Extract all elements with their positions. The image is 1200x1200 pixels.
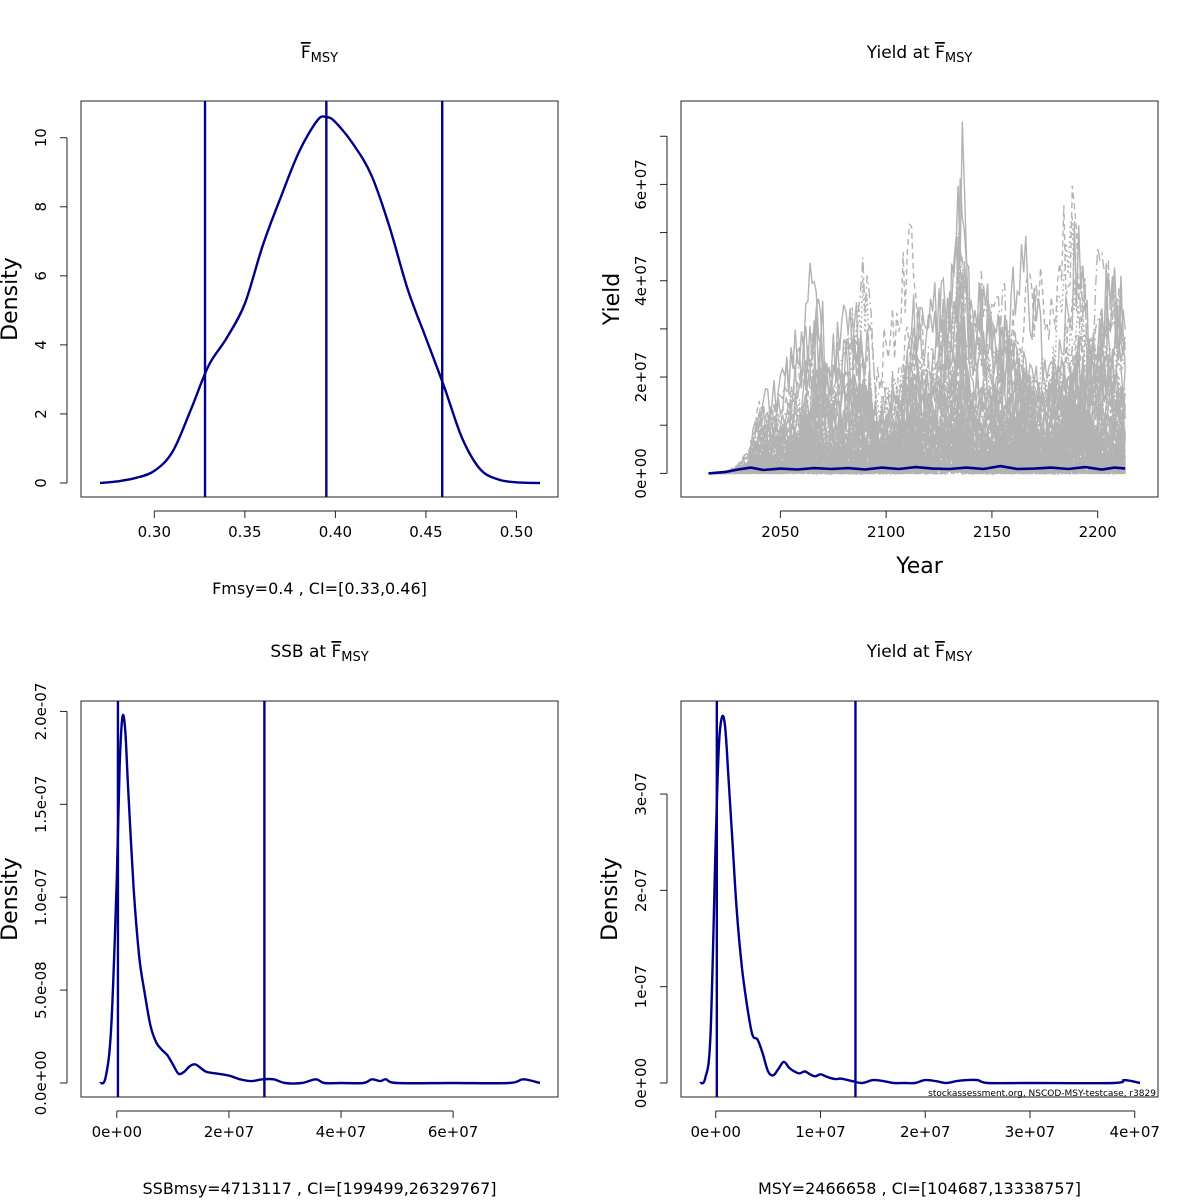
y-tick-label: 0 (32, 478, 50, 488)
x-tick-label: 0e+00 (690, 1123, 740, 1141)
median-line (708, 464, 1126, 475)
title-prefix: SSB at (270, 642, 331, 662)
simulation-line (708, 215, 1126, 475)
y-tick-label: 4e+07 (632, 256, 650, 306)
y-axis: 0 2 4 6 8 10 (32, 128, 68, 488)
y-tick-label: 0.0e+00 (32, 1051, 50, 1116)
y-axis-label: Density (598, 857, 623, 941)
panel-subtitle: MSY=2466658 , CI=[104687,13338757] (758, 1179, 1081, 1198)
y-tick-label: 5.0e-08 (32, 961, 50, 1019)
y-axis-label: Density (0, 257, 23, 341)
y-axis-label: Density (0, 857, 23, 941)
panel-title: FMSY (301, 43, 338, 66)
x-tick-label: 4e+07 (316, 1123, 366, 1141)
simulation-line (708, 280, 1126, 475)
x-axis-label: Year (895, 554, 944, 579)
x-tick-label: 2150 (973, 523, 1011, 541)
y-tick-label: 4 (32, 340, 50, 350)
x-tick-label: 2200 (1079, 523, 1117, 541)
plot-frame (80, 100, 559, 498)
x-tick-label: 0.50 (500, 523, 533, 541)
y-tick-label: 2e+07 (632, 352, 650, 402)
panel-yield-timeseries: Yield at FMSY Yield Year 2050 2100 2150 220… (600, 43, 1159, 579)
title-symbol: F (935, 43, 945, 63)
title-subscript: MSY (945, 650, 972, 665)
y-axis: 0e+00 2e+07 4e+07 6e+07 (632, 135, 668, 499)
x-tick-label: 2e+07 (204, 1123, 254, 1141)
simulation-line (708, 235, 1126, 475)
x-tick-label: 2e+07 (900, 1123, 950, 1141)
y-axis: 0e+00 1e-07 2e-07 3e-07 (632, 772, 668, 1108)
y-tick-label: 0e+00 (632, 448, 650, 498)
plot-frame (680, 100, 1159, 498)
simulation-line (708, 334, 1126, 476)
x-tick-label: 0.35 (228, 523, 261, 541)
y-tick-label: 6e+07 (632, 159, 650, 209)
y-tick-label: 10 (32, 128, 50, 147)
density-curve (99, 713, 541, 1085)
y-tick-label: 3e-07 (632, 772, 650, 815)
x-tick-label: 1e+07 (795, 1123, 845, 1141)
panel-subtitle: Fmsy=0.4 , CI=[0.33,0.46] (212, 579, 427, 598)
x-axis: 0e+00 1e+07 2e+07 3e+07 4e+07 (690, 1110, 1160, 1141)
y-tick-label: 2e-07 (632, 869, 650, 912)
x-axis: 0.30 0.35 0.40 0.45 0.50 (138, 510, 533, 541)
panel-msy-density: Yield at FMSY Density MSY=2466658 , CI=[… (598, 642, 1160, 1198)
title-prefix: Yield at (866, 642, 935, 662)
y-tick-label: 1e-07 (632, 965, 650, 1008)
x-axis: 2050 2100 2150 2200 (761, 510, 1117, 541)
x-tick-label: 0.40 (319, 523, 352, 541)
density-curve (99, 115, 541, 485)
plot-frame (680, 700, 1159, 1098)
plot-frame (80, 700, 559, 1098)
x-tick-label: 0.30 (138, 523, 171, 541)
title-subscript: MSY (311, 51, 338, 66)
x-tick-label: 0.45 (409, 523, 442, 541)
x-tick-label: 4e+07 (1110, 1123, 1160, 1141)
simulation-line (708, 347, 1126, 475)
panel-fmsy-density: FMSY Density Fmsy=0.4 , CI=[0.33,0.46] 0… (0, 43, 559, 598)
panel-subtitle: SSBmsy=4713117 , CI=[199499,26329767] (143, 1179, 497, 1198)
x-tick-label: 6e+07 (428, 1123, 478, 1141)
title-symbol: F (331, 642, 341, 662)
panel-ssb-density: SSB at FMSY Density SSBmsy=4713117 , CI=… (0, 642, 559, 1198)
density-curve (699, 714, 1141, 1085)
footnote: stockassessment.org, NSCOD-MSY-testcase,… (928, 1089, 1156, 1099)
x-tick-label: 0e+00 (92, 1123, 142, 1141)
title-subscript: MSY (341, 650, 368, 665)
y-tick-label: 6 (32, 271, 50, 281)
y-tick-label: 2.0e-07 (32, 683, 50, 741)
x-axis: 0e+00 2e+07 4e+07 6e+07 (92, 1110, 478, 1141)
x-tick-label: 2050 (761, 523, 799, 541)
y-tick-label: 8 (32, 202, 50, 212)
ci-lines (116, 701, 266, 1097)
simulation-line (708, 374, 1126, 476)
simulation-line (708, 438, 1126, 475)
panel-title: SSB at FMSY (270, 642, 368, 665)
simulation-line (708, 427, 1126, 477)
y-axis: 0.0e+00 5.0e-08 1.0e-07 1.5e-07 2.0e-07 (32, 683, 68, 1116)
x-tick-label: 2100 (867, 523, 905, 541)
y-tick-label: 2 (32, 409, 50, 419)
y-tick-label: 0e+00 (632, 1058, 650, 1108)
panel-title: Yield at FMSY (866, 43, 973, 66)
ci-lines (203, 101, 444, 497)
title-symbol: F (935, 642, 945, 662)
title-symbol: F (301, 43, 311, 63)
x-tick-label: 3e+07 (1005, 1123, 1055, 1141)
y-axis-label: Yield (600, 273, 625, 326)
panel-title: Yield at FMSY (866, 642, 973, 665)
ci-lines (715, 701, 857, 1097)
y-tick-label: 1.0e-07 (32, 868, 50, 926)
title-subscript: MSY (945, 51, 972, 66)
simulation-lines (708, 121, 1126, 477)
y-tick-label: 1.5e-07 (32, 776, 50, 834)
title-prefix: Yield at (866, 43, 935, 63)
